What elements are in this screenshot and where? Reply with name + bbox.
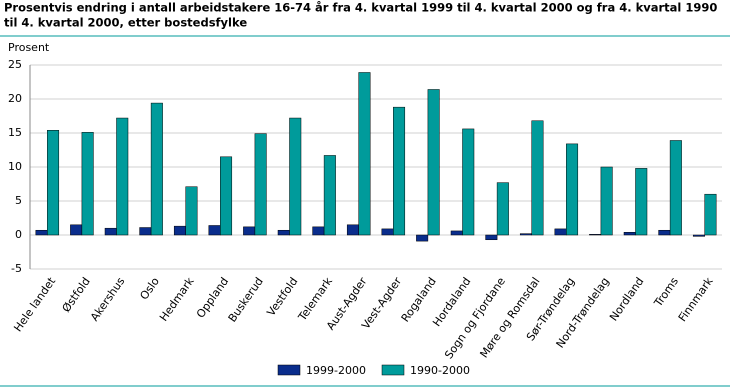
y-tick-label: 10 — [8, 160, 22, 173]
legend-label: 1999-2000 — [306, 364, 366, 377]
bar — [566, 143, 579, 236]
y-tick-label: 20 — [8, 92, 22, 105]
bar — [220, 156, 233, 236]
chart-title: til 4. kvartal 2000, etter bostedsfylke — [4, 16, 247, 30]
x-tick-label: Hedmark — [157, 274, 197, 323]
y-axis-label: Prosent — [8, 41, 50, 54]
bar — [416, 234, 429, 242]
bar — [358, 72, 371, 236]
bar — [289, 117, 302, 236]
bar — [254, 133, 267, 236]
bar — [496, 182, 509, 236]
bar — [427, 89, 440, 236]
bar — [150, 102, 163, 236]
bar — [70, 224, 83, 236]
bar — [116, 117, 129, 236]
x-tick-label: Finnmark — [676, 274, 716, 324]
bar — [554, 228, 567, 236]
bar — [692, 234, 705, 237]
bar — [623, 232, 636, 236]
y-tick-label: 15 — [8, 126, 22, 139]
bar — [173, 225, 186, 236]
legend-label: 1990-2000 — [410, 364, 470, 377]
bar — [35, 229, 48, 236]
x-tick-label: Akershus — [88, 275, 128, 324]
x-tick-label: Hele landet — [11, 274, 58, 334]
legend-swatch — [381, 364, 405, 376]
bar — [47, 130, 60, 236]
bar — [185, 186, 198, 236]
x-tick-label: Nordland — [607, 275, 646, 323]
bar — [243, 226, 256, 236]
bar — [346, 224, 359, 236]
bar — [635, 168, 648, 236]
x-tick-label: Buskerud — [226, 275, 266, 325]
bar — [658, 229, 671, 236]
bar — [600, 166, 613, 236]
bar — [519, 233, 532, 236]
y-tick-label: -5 — [11, 262, 22, 275]
bar — [312, 226, 325, 236]
x-tick-label: Vestfold — [264, 275, 300, 319]
y-tick-label: 5 — [15, 194, 22, 207]
bar — [450, 230, 463, 236]
bar — [323, 155, 336, 236]
legend-swatch — [277, 364, 301, 376]
x-tick-label: Østfold — [60, 275, 93, 315]
bar — [462, 128, 475, 236]
bar — [531, 120, 544, 236]
x-tick-label: Sogn og Fjordane — [442, 275, 508, 362]
bar — [393, 106, 406, 236]
bar — [485, 234, 498, 241]
bar — [104, 227, 117, 236]
chart-title: Prosentvis endring i antall arbeidstaker… — [4, 1, 717, 15]
bar — [704, 193, 717, 236]
bar — [277, 229, 290, 236]
bar — [381, 228, 394, 236]
bar — [208, 225, 221, 236]
bar — [589, 234, 602, 236]
x-tick-label: Oppland — [194, 275, 231, 320]
x-tick-label: Troms — [651, 275, 681, 310]
x-tick-label: Oslo — [137, 275, 162, 302]
y-tick-label: 0 — [15, 228, 22, 241]
bar — [139, 227, 152, 236]
bar — [669, 140, 682, 236]
y-tick-label: 25 — [8, 58, 22, 71]
bar — [81, 132, 94, 236]
